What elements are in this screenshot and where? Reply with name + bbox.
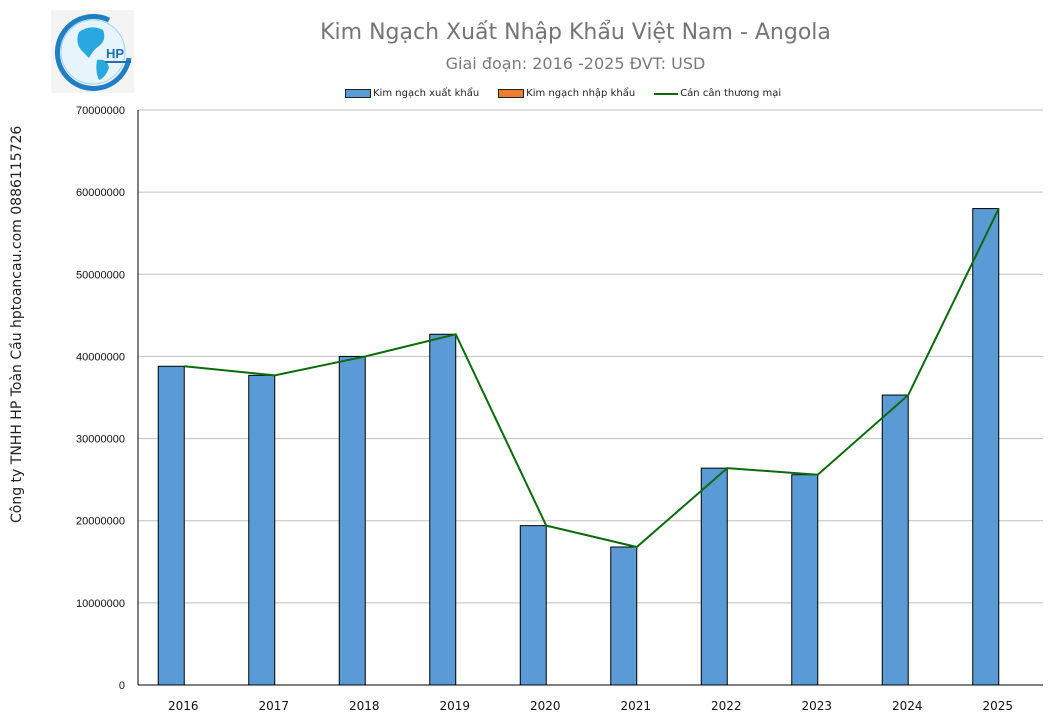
legend-label-import: Kim ngạch nhập khẩu — [526, 88, 636, 99]
y-tick-label: 60000000 — [76, 187, 125, 199]
x-tick-label: 2016 — [168, 699, 199, 713]
bar-export — [791, 474, 819, 686]
x-tick-label: 2023 — [801, 699, 832, 713]
legend-item-balance: Cán cân thương mại — [654, 88, 781, 99]
x-tick-label: 2021 — [620, 699, 651, 713]
y-tick-label: 30000000 — [76, 434, 125, 446]
bar-export — [700, 467, 728, 686]
bar-export — [429, 333, 457, 686]
bar-export — [972, 208, 1000, 686]
chart-legend: Kim ngạch xuất khẩu Kim ngạch nhập khẩu … — [345, 88, 800, 99]
y-tick-label: 70000000 — [76, 105, 125, 117]
bar-export — [881, 394, 909, 686]
bar-export — [610, 546, 638, 686]
company-logo: HP — [51, 10, 134, 93]
x-tick-label: 2018 — [349, 699, 380, 713]
bar-export — [157, 365, 185, 686]
y-tick-label: 50000000 — [76, 269, 125, 281]
bar-export — [248, 374, 276, 686]
x-tick-label: 2024 — [892, 699, 923, 713]
legend-item-export: Kim ngạch xuất khẩu — [345, 88, 479, 99]
legend-item-import: Kim ngạch nhập khẩu — [498, 88, 635, 99]
y-tick-label: 10000000 — [76, 598, 125, 610]
legend-line-balance — [654, 92, 679, 95]
bar-export — [519, 525, 547, 686]
chart-subtitle: Giai đoạn: 2016 -2025 ĐVT: USD — [445, 54, 706, 73]
legend-label-balance: Cán cân thương mại — [680, 88, 782, 99]
balance-line — [184, 208, 1000, 549]
legend-swatch-export — [345, 89, 371, 98]
x-tick-label: 2020 — [530, 699, 561, 713]
x-tick-label: 2025 — [982, 699, 1013, 713]
y-tick-label: 0 — [119, 680, 125, 692]
x-tick-label: 2019 — [439, 699, 470, 713]
chart-title: Kim Ngạch Xuất Nhập Khẩu Việt Nam - Ango… — [320, 20, 831, 45]
svg-text:HP: HP — [106, 46, 124, 61]
y-tick-label: 40000000 — [76, 351, 125, 363]
y-tick-label: 20000000 — [76, 516, 125, 528]
bar-export — [338, 355, 366, 686]
legend-swatch-import — [498, 89, 525, 98]
x-tick-label: 2017 — [258, 699, 289, 713]
legend-label-export: Kim ngạch xuất khẩu — [373, 88, 480, 99]
x-tick-label: 2022 — [711, 699, 742, 713]
